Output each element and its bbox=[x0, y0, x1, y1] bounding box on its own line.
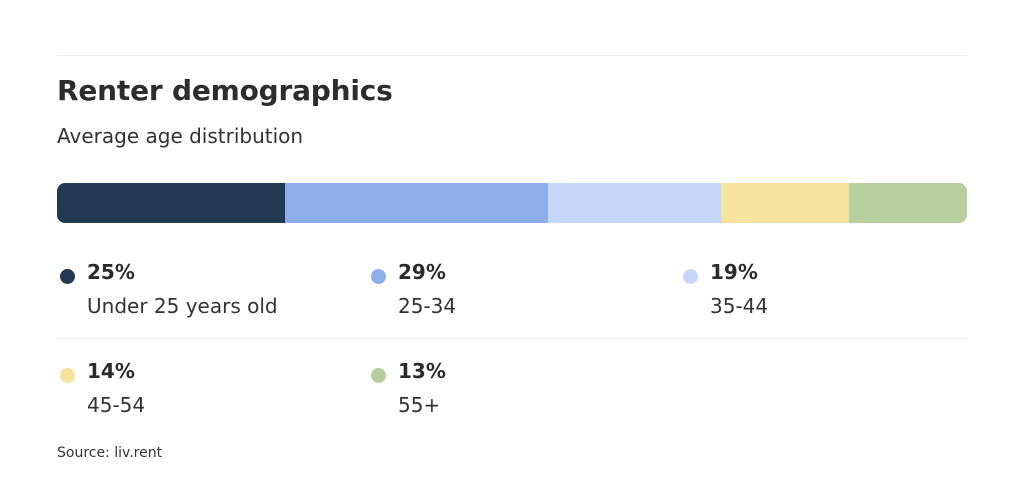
legend-percent: 14% bbox=[87, 359, 135, 383]
legend-percent: 25% bbox=[87, 260, 135, 284]
legend-label: 35-44 bbox=[710, 294, 769, 318]
chart-title: Renter demographics bbox=[57, 74, 393, 107]
legend-label: 45-54 bbox=[87, 393, 146, 417]
chart-subtitle: Average age distribution bbox=[57, 124, 304, 148]
legend-row: 25% Under 25 years old 29% 25-34 19% 35-44 bbox=[57, 258, 967, 357]
source-note: Source: liv.rent bbox=[57, 445, 163, 461]
legend-label: 55+ bbox=[398, 393, 441, 417]
bar-segment-3 bbox=[548, 183, 722, 223]
legend-dot-icon bbox=[371, 368, 386, 383]
legend-label: 25-34 bbox=[398, 294, 457, 318]
legend-percent: 29% bbox=[398, 260, 446, 284]
chart-legend: 25% Under 25 years old 29% 25-34 19% 35-44 14… bbox=[57, 258, 967, 456]
legend-percent: 13% bbox=[398, 359, 446, 383]
bar-segment-1 bbox=[57, 183, 285, 223]
legend-row: 14% 45-54 13% 55+ bbox=[57, 357, 967, 456]
bar-segment-2 bbox=[284, 183, 549, 223]
legend-dot-icon bbox=[683, 269, 698, 284]
legend-label: Under 25 years old bbox=[87, 294, 278, 318]
stacked-bar bbox=[57, 183, 967, 223]
bar-segment-5 bbox=[848, 183, 967, 223]
top-divider bbox=[57, 55, 967, 56]
legend-dot-icon bbox=[60, 269, 75, 284]
bar-segment-4 bbox=[721, 183, 849, 223]
legend-dot-icon bbox=[60, 368, 75, 383]
legend-percent: 19% bbox=[710, 260, 758, 284]
legend-dot-icon bbox=[371, 269, 386, 284]
